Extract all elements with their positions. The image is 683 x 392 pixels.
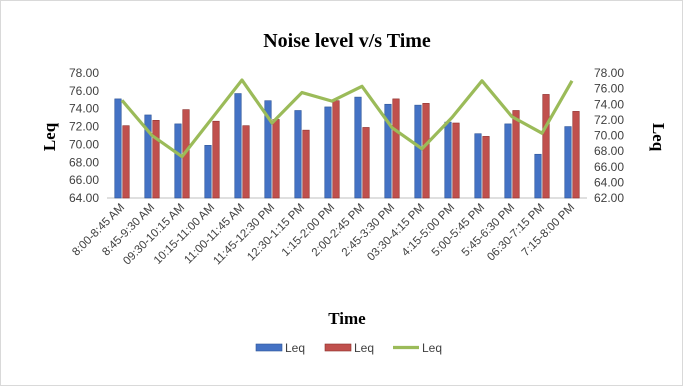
bar-series-1 xyxy=(474,133,482,199)
y-tick-label-left: 66.00 xyxy=(69,173,99,187)
y-tick-label-right: 78.00 xyxy=(594,66,624,80)
legend: Leq Leq Leq xyxy=(255,341,442,355)
bar-series-1 xyxy=(504,123,512,199)
bar-series-2 xyxy=(542,94,550,199)
bar-series-1 xyxy=(174,123,182,199)
bar-series-1 xyxy=(144,114,152,199)
bar-series-1 xyxy=(264,100,272,199)
x-tick-label: 5:00-5:45 PM xyxy=(430,202,487,259)
bar-series-1 xyxy=(114,98,122,199)
x-tick-label: 4:15-5:00 PM xyxy=(400,202,457,259)
legend-label: Leq xyxy=(285,341,305,355)
bar-series-2 xyxy=(362,127,370,199)
bar-series-1 xyxy=(384,103,392,199)
legend-swatch-bar xyxy=(255,343,283,352)
chart-title: Noise level v/s Time xyxy=(263,30,431,52)
y-tick-label-left: 72.00 xyxy=(69,120,99,134)
y-tick-label-left: 78.00 xyxy=(69,66,99,80)
y-tick-label-right: 74.00 xyxy=(594,97,624,111)
bar-series-2 xyxy=(302,129,310,199)
x-tick-label: 8:00-8:45 AM xyxy=(70,202,127,259)
y-tick-label-left: 68.00 xyxy=(69,155,99,169)
bar-series-2 xyxy=(332,100,340,199)
bar-series-2 xyxy=(482,136,490,199)
y-tick-label-left: 70.00 xyxy=(69,137,99,151)
bar-series-2 xyxy=(272,119,280,199)
bar-series-1 xyxy=(234,93,242,199)
bar-series-2 xyxy=(152,120,160,199)
legend-label: Leq xyxy=(422,341,442,355)
plot-area: 64.0066.0068.0070.0072.0074.0076.0078.00… xyxy=(69,66,624,268)
y-tick-label-right: 72.00 xyxy=(594,113,624,127)
y-tick-label-right: 68.00 xyxy=(594,144,624,158)
y-axis-title-right: Leq xyxy=(649,123,668,152)
bar-series-1 xyxy=(294,110,302,199)
y-tick-label-left: 76.00 xyxy=(69,84,99,98)
line-series-3 xyxy=(120,78,574,159)
bar-series-2 xyxy=(572,111,580,199)
bar-series-1 xyxy=(534,153,542,199)
x-tick-label: 2:00-2:45 PM xyxy=(310,202,367,259)
y-tick-label-left: 64.00 xyxy=(69,191,99,205)
y-tick-label-right: 66.00 xyxy=(594,160,624,174)
x-tick-label: 2:45-3:30 PM xyxy=(340,202,397,259)
y-tick-label-right: 70.00 xyxy=(594,129,624,143)
bar-series-2 xyxy=(212,120,220,199)
y-tick-label-left: 74.00 xyxy=(69,102,99,116)
bar-series-2 xyxy=(422,103,430,199)
y-axis-title-left: Leq xyxy=(40,122,59,151)
bar-series-1 xyxy=(204,145,212,199)
bar-series-2 xyxy=(452,122,460,199)
bar-series-2 xyxy=(122,125,130,199)
y-tick-label-right: 64.00 xyxy=(594,175,624,189)
y-tick-label-right: 62.00 xyxy=(594,191,624,205)
x-tick-label: 1:15-2:00 PM xyxy=(280,202,337,259)
bar-series-2 xyxy=(242,125,250,199)
bar-series-2 xyxy=(512,110,520,199)
y-tick-label-right: 76.00 xyxy=(594,82,624,96)
x-tick-label: 5:45-6:30 PM xyxy=(460,202,517,259)
bar-series-1 xyxy=(324,106,332,199)
bar-series-2 xyxy=(392,98,400,199)
legend-label: Leq xyxy=(354,341,374,355)
bar-series-1 xyxy=(564,126,572,199)
x-axis-title: Time xyxy=(328,309,366,328)
legend-swatch-bar xyxy=(324,343,352,352)
bar-series-1 xyxy=(444,121,452,199)
bar-series-1 xyxy=(414,104,422,199)
bar-series-1 xyxy=(354,96,362,199)
x-tick-label: 7:15-8:00 PM xyxy=(520,202,577,259)
